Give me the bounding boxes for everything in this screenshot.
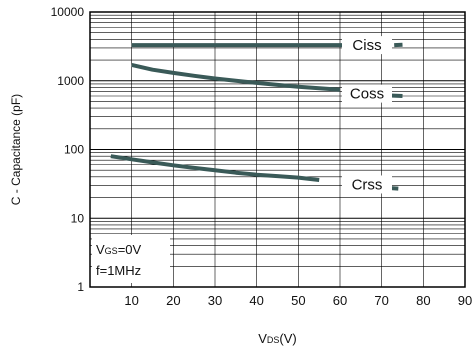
y-tick-label: 10000 (51, 5, 85, 19)
condition-vgs-tail: =0V (118, 242, 142, 257)
tick-labels: 10 20 30 40 50 60 70 80 90 1 10 100 1000 10000 (51, 5, 473, 308)
condition-vgs-sub: GS (105, 246, 118, 256)
y-tick-label: 1 (77, 280, 84, 294)
series-line-crss (110, 154, 320, 182)
series-label-bg-coss (342, 84, 392, 103)
series-line-coss (389, 93, 403, 98)
condition-frequency: f=1MHz (96, 263, 141, 278)
x-tick-label: 20 (166, 293, 180, 308)
series-label-bg-crss (342, 175, 392, 194)
condition-box-bg (92, 235, 170, 283)
series-label-crss: Crss (352, 176, 383, 193)
x-tick-label: 60 (333, 293, 347, 308)
x-tick-label: 40 (249, 293, 263, 308)
x-axis-label-tail: (V) (279, 331, 296, 346)
x-tick-label: 10 (124, 293, 138, 308)
x-tick-label: 80 (416, 293, 430, 308)
x-axis-label-main: V (258, 331, 267, 346)
x-axis-label: VDS(V) (258, 331, 297, 346)
series-labels: Ciss Coss Crss (342, 36, 392, 194)
series-label-bg-ciss (342, 36, 392, 55)
y-tick-label: 100 (64, 143, 84, 157)
condition-vgs: VGS=0V (96, 242, 142, 257)
y-tick-label: 1000 (57, 74, 84, 88)
x-tick-label: 30 (208, 293, 222, 308)
x-tick-label: 50 (291, 293, 305, 308)
condition-box: VGS=0V f=1MHz (92, 235, 170, 283)
series-line-coss (131, 62, 341, 92)
plot-frame (89, 11, 466, 288)
x-tick-label: 70 (374, 293, 388, 308)
series-label-ciss: Ciss (352, 37, 381, 54)
condition-vgs-main: V (96, 242, 105, 257)
x-axis-label-sub: DS (267, 335, 280, 345)
x-tick-label: 90 (458, 293, 472, 308)
y-tick-label: 10 (71, 211, 85, 225)
series-label-coss: Coss (350, 86, 384, 103)
y-axis-label: C - Capacitance (pF) (9, 94, 23, 205)
